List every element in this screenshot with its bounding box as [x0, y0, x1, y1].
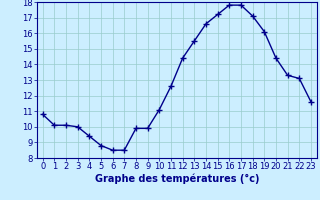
- X-axis label: Graphe des températures (°c): Graphe des températures (°c): [94, 174, 259, 184]
